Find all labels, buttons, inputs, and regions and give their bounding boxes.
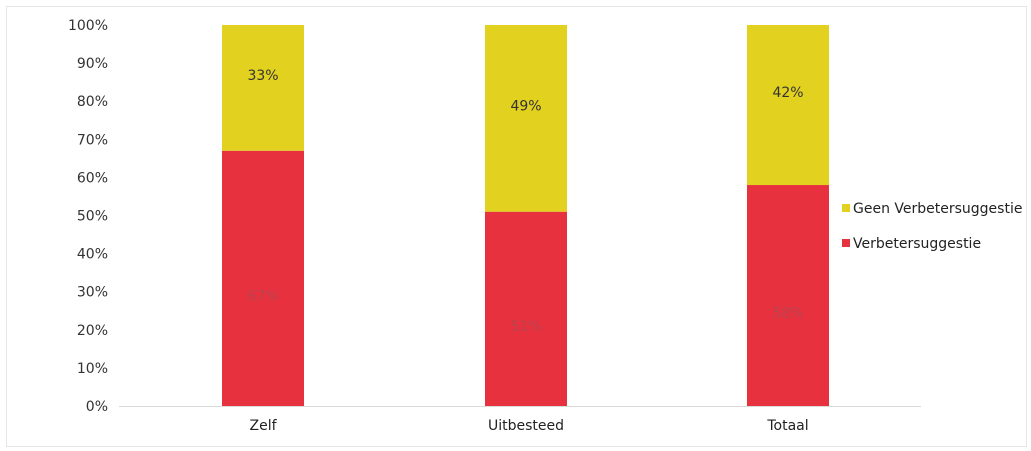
legend-label: Geen Verbetersuggestie (853, 201, 1022, 217)
bar-group-uitbesteed: 51% 49% (485, 25, 567, 406)
legend-label: Verbetersuggestie (853, 236, 981, 252)
y-tick-label: 80% (77, 94, 108, 110)
bar-group-totaal: 58% 42% (747, 25, 829, 406)
y-tick-label: 0% (86, 399, 108, 415)
legend: Geen Verbetersuggestie Verbetersuggestie (842, 201, 1022, 252)
data-label: 42% (772, 85, 803, 101)
legend-swatch (842, 239, 850, 247)
bars: 67% 33% 51% 49% 58% 42% (222, 25, 829, 406)
y-tick-label: 20% (77, 323, 108, 339)
x-tick-label: Uitbesteed (488, 418, 564, 434)
x-tick-label: Totaal (766, 418, 808, 434)
x-tick-label: Zelf (249, 418, 277, 434)
data-label: 51% (510, 319, 541, 335)
y-tick-label: 30% (77, 285, 108, 301)
x-axis: Zelf Uitbesteed Totaal (249, 418, 808, 434)
bar-geen-verbetersuggestie-zelf (222, 25, 304, 151)
chart-frame: 0% 10% 20% 30% 40% 50% 60% 70% 80% 90% 100% 67% 33%… (6, 6, 1027, 447)
data-label: 67% (247, 288, 278, 304)
y-axis: 0% 10% 20% 30% 40% 50% 60% 70% 80% 90% 100% (68, 18, 108, 415)
stacked-bar-chart: 0% 10% 20% 30% 40% 50% 60% 70% 80% 90% 100% 67% 33%… (68, 18, 1023, 434)
y-tick-label: 100% (68, 18, 108, 34)
data-label: 49% (510, 98, 541, 114)
data-label: 33% (247, 68, 278, 84)
y-tick-label: 50% (77, 209, 108, 225)
y-tick-label: 40% (77, 247, 108, 263)
bar-geen-verbetersuggestie-uitbesteed (485, 25, 567, 212)
bar-verbetersuggestie-totaal (747, 185, 829, 406)
legend-swatch (842, 204, 850, 212)
y-tick-label: 10% (77, 361, 108, 377)
y-tick-label: 60% (77, 170, 108, 186)
y-tick-label: 90% (77, 56, 108, 72)
bar-verbetersuggestie-zelf (222, 150, 304, 406)
data-label: 58% (772, 306, 803, 322)
y-tick-label: 70% (77, 132, 108, 148)
bar-geen-verbetersuggestie-totaal (747, 25, 829, 186)
bar-verbetersuggestie-uitbesteed (485, 211, 567, 406)
bar-group-zelf: 67% 33% (222, 25, 304, 406)
